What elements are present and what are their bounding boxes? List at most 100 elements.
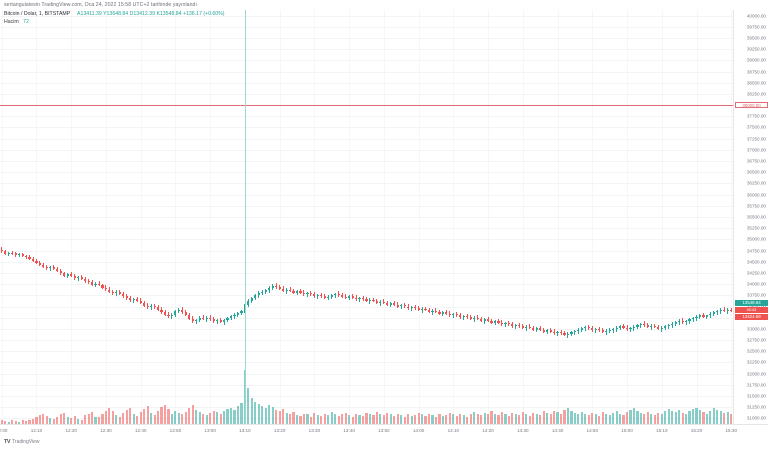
- candle-body: [156, 307, 160, 310]
- candle-body: [639, 323, 642, 326]
- volume-bar: [195, 409, 198, 424]
- candle-body: [348, 296, 351, 298]
- candle-body: [118, 292, 121, 294]
- price-axis-tick: 34000.00: [746, 281, 766, 287]
- candle-wick: [95, 282, 97, 288]
- price-gridline: [0, 384, 733, 386]
- candle-body: [629, 327, 632, 330]
- volume-legend[interactable]: Hacim 72: [4, 19, 225, 26]
- candle-body: [723, 309, 726, 311]
- candle-wick: [682, 318, 684, 324]
- volume-bar: [712, 408, 715, 424]
- volume-bar: [598, 415, 601, 424]
- volume-bar: [63, 412, 66, 424]
- crosshair-vertical-line[interactable]: [244, 10, 246, 424]
- time-axis-tick: 13:50: [378, 428, 390, 433]
- price-axis[interactable]: 40000.00 39750.00 39500.00 39250.00 39000.00…: [733, 10, 768, 424]
- candle-body: [625, 327, 629, 330]
- volume-bar: [170, 413, 174, 424]
- candle-wick: [209, 315, 211, 321]
- candle-body: [698, 315, 702, 317]
- volume-value: 72: [23, 19, 29, 26]
- candle-body: [341, 295, 344, 297]
- volume-bar: [629, 409, 632, 424]
- candle-body: [563, 333, 566, 336]
- candle-body: [132, 299, 135, 301]
- candle-body: [163, 312, 167, 315]
- volume-bar: [476, 413, 479, 424]
- resistance-price-label[interactable]: 38000.00: [735, 101, 768, 109]
- candle-body: [295, 291, 299, 293]
- candle-body: [483, 319, 486, 321]
- chart-plot-area[interactable]: [0, 10, 733, 424]
- volume-bar: [528, 415, 531, 424]
- candle-body: [104, 287, 108, 290]
- candle-body: [650, 325, 653, 328]
- candle-body: [466, 315, 469, 318]
- volume-bar: [431, 415, 434, 424]
- candle-body: [386, 302, 389, 305]
- volume-bar: [657, 412, 660, 424]
- volume-bar: [403, 416, 406, 424]
- candle-body: [174, 310, 177, 315]
- candle-body: [170, 315, 174, 317]
- candle-body: [532, 327, 535, 330]
- price-gridline: [0, 149, 733, 151]
- candle-wick: [379, 300, 381, 306]
- resistance-line[interactable]: [0, 105, 733, 107]
- candle-body: [288, 289, 292, 291]
- candle-body: [646, 325, 649, 328]
- candle-body: [28, 257, 31, 259]
- time-gridline: [1, 10, 3, 424]
- candle-wick: [8, 252, 10, 257]
- volume-bar: [469, 414, 472, 424]
- volume-bar: [716, 409, 719, 424]
- candle-body: [226, 318, 229, 320]
- price-gridline: [0, 351, 733, 353]
- volume-bar: [125, 409, 128, 424]
- candle-body: [73, 276, 76, 279]
- candle-wick: [452, 312, 454, 319]
- symbol-legend[interactable]: Bitcoin / Dolar, 1, BITSTAMP A13411.39 Y…: [4, 11, 225, 18]
- candle-wick: [515, 323, 517, 329]
- volume-bar: [400, 415, 403, 424]
- price-gridline: [0, 239, 733, 241]
- volume-bar: [49, 418, 52, 424]
- volume-bar: [427, 413, 431, 424]
- candle-body: [372, 299, 375, 302]
- current-price-label[interactable]: 13424.59: [735, 313, 768, 321]
- candle-body: [705, 315, 708, 317]
- time-axis[interactable]: 12:00 12:10 12:20 12:30 12:40 12:50 13:00 13:10…: [0, 424, 768, 438]
- candle-wick: [557, 330, 559, 337]
- volume-label: Hacim: [4, 19, 19, 26]
- volume-bar: [674, 412, 677, 424]
- candle-body: [719, 309, 722, 311]
- countdown-label[interactable]: 00:43: [735, 306, 768, 314]
- time-gridline: [105, 10, 107, 424]
- time-gridline: [731, 10, 733, 424]
- volume-bar: [691, 409, 695, 424]
- volume-bar: [84, 415, 87, 424]
- candle-body: [77, 276, 80, 279]
- candle-body: [195, 319, 198, 322]
- volume-bar: [535, 414, 538, 424]
- volume-bar: [35, 417, 38, 424]
- volume-bar: [521, 412, 524, 424]
- candle-body: [573, 331, 576, 333]
- price-axis-tick: 38750.00: [746, 69, 766, 75]
- volume-bar: [719, 411, 722, 424]
- volume-bar: [473, 412, 476, 424]
- last-price-label[interactable]: 13548.84: [735, 299, 768, 307]
- time-gridline: [488, 10, 490, 424]
- candle-wick: [442, 310, 444, 317]
- candle-wick: [727, 308, 729, 314]
- candle-body: [264, 290, 267, 292]
- volume-bar: [723, 412, 726, 424]
- volume-bar: [455, 415, 458, 424]
- price-axis-tick: 31750.00: [746, 382, 766, 388]
- volume-bar: [379, 413, 382, 424]
- candle-wick: [720, 308, 722, 314]
- volume-bar: [219, 414, 222, 424]
- candle-body: [108, 289, 111, 292]
- candle-body: [365, 299, 368, 302]
